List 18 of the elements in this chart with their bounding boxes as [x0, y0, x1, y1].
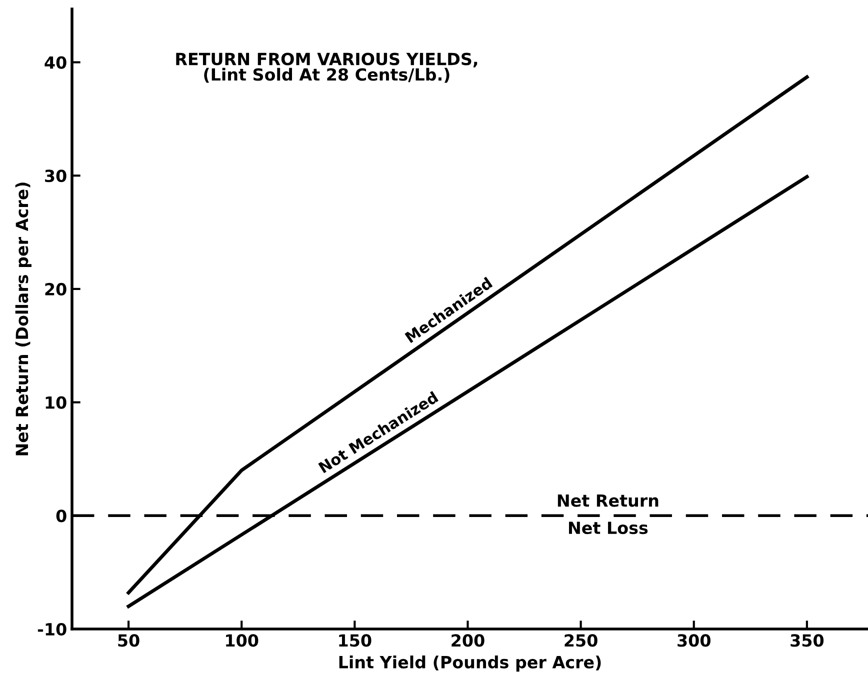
y-tick-label: 10	[46, 396, 66, 409]
x-tick-label: 50	[118, 634, 140, 647]
x-tick-label: 300	[678, 634, 710, 647]
annotation: Net Return	[558, 494, 658, 507]
x-tick-label: 250	[564, 634, 598, 647]
text: RETURN FROM VARIOUS YIELDS, (Lint Sold At 28 Cents/Lb.)	[176, 52, 478, 83]
y-tick-label: 0	[56, 510, 66, 522]
y-tick-label: 20	[45, 282, 66, 296]
x-axis-title: Lint Yield (Pounds per Acre)	[339, 656, 601, 672]
y-tick-label: -10	[38, 622, 66, 636]
x-tick-label: 100	[226, 634, 258, 647]
x-tick-label: 350	[790, 634, 824, 647]
x-tick-label: 200	[452, 634, 484, 647]
y-axis-title: Net Return (Dollars per Acre)	[15, 182, 32, 456]
y-tick-label: 40	[44, 56, 66, 69]
x-tick-label: 150	[339, 634, 372, 647]
annotation: Net Loss	[569, 522, 648, 534]
y-tick-label: 30	[45, 170, 66, 182]
